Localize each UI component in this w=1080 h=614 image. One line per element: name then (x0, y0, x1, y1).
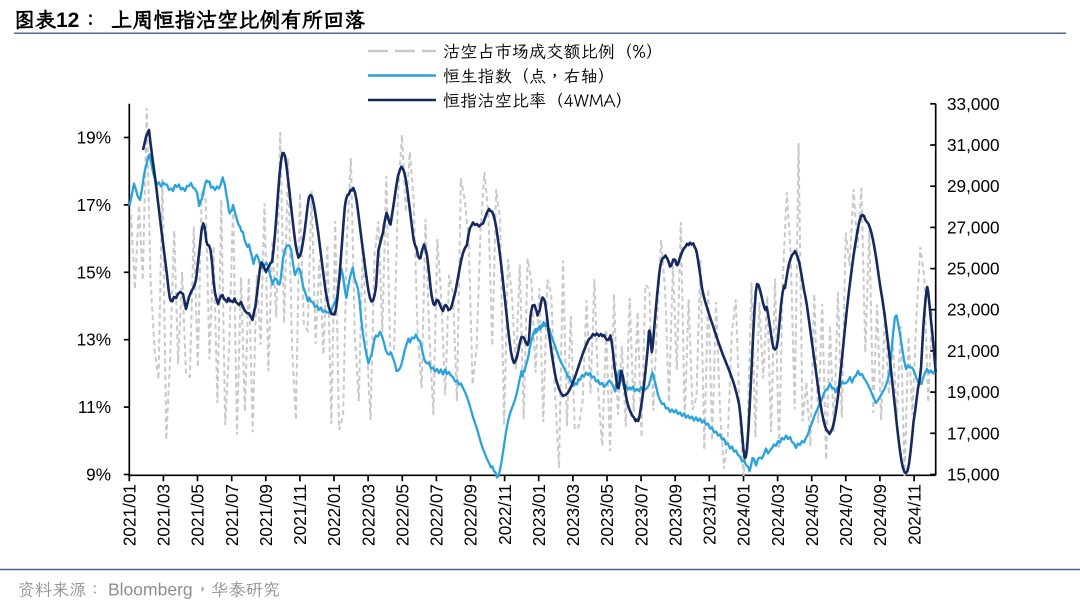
svg-text:2023/11: 2023/11 (700, 484, 720, 545)
svg-text:2024/07: 2024/07 (836, 484, 856, 546)
svg-text:2023/09: 2023/09 (665, 484, 685, 546)
svg-text:13%: 13% (77, 330, 111, 350)
svg-text:2023/07: 2023/07 (631, 484, 651, 546)
svg-text:21,000: 21,000 (947, 341, 1000, 361)
svg-text:2024/11: 2024/11 (904, 484, 924, 545)
svg-text:25,000: 25,000 (947, 259, 1000, 279)
svg-text:2022/07: 2022/07 (427, 484, 447, 546)
svg-text:2021/05: 2021/05 (188, 484, 208, 546)
svg-text:23,000: 23,000 (947, 300, 1000, 320)
svg-text:2021/01: 2021/01 (120, 484, 140, 546)
svg-text:12: 12 (56, 9, 79, 32)
svg-text:19%: 19% (77, 128, 111, 148)
svg-text:2024/09: 2024/09 (870, 484, 890, 546)
svg-text:19,000: 19,000 (947, 382, 1000, 402)
svg-text:17%: 17% (77, 195, 111, 215)
svg-text:2024/01: 2024/01 (734, 484, 754, 546)
svg-text:2024/05: 2024/05 (802, 484, 822, 546)
svg-text:33,000: 33,000 (947, 94, 1000, 114)
svg-text:2022/01: 2022/01 (324, 484, 344, 546)
svg-text:Bloomberg: Bloomberg (108, 580, 193, 600)
svg-text:15%: 15% (77, 262, 111, 282)
svg-text:11%: 11% (78, 397, 111, 417)
svg-text:2022/05: 2022/05 (393, 484, 413, 546)
svg-text:2021/03: 2021/03 (154, 484, 174, 546)
svg-text:9%: 9% (86, 465, 111, 485)
svg-text:2024/03: 2024/03 (768, 484, 788, 546)
svg-text:27,000: 27,000 (947, 217, 1000, 237)
svg-text:2021/09: 2021/09 (256, 484, 276, 546)
svg-text:2022/03: 2022/03 (358, 484, 378, 546)
svg-text:2021/11: 2021/11 (290, 484, 310, 545)
svg-text:31,000: 31,000 (947, 135, 1000, 155)
svg-text:29,000: 29,000 (947, 176, 1000, 196)
svg-text:2023/05: 2023/05 (597, 484, 617, 546)
svg-text:2022/11: 2022/11 (495, 484, 515, 545)
svg-text:2022/09: 2022/09 (461, 484, 481, 546)
svg-text:15,000: 15,000 (947, 465, 1000, 485)
svg-text:17,000: 17,000 (947, 423, 1000, 443)
svg-text:2021/07: 2021/07 (222, 484, 242, 546)
svg-text:2023/01: 2023/01 (529, 484, 549, 546)
svg-text:2023/03: 2023/03 (563, 484, 583, 546)
